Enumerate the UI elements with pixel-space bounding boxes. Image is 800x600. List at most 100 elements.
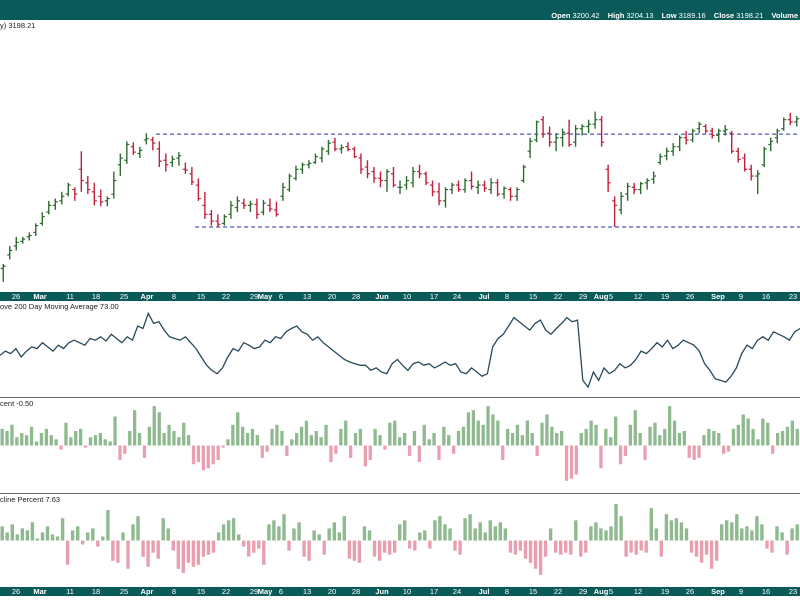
day-tick-label: 6 xyxy=(278,587,284,596)
ohlc-bar xyxy=(443,187,449,208)
advance-decline-bar xyxy=(322,540,326,555)
ohlc-bar xyxy=(742,153,748,172)
day-tick-label: 29 xyxy=(578,292,588,301)
day-tick-label: 23 xyxy=(788,292,798,301)
month-tick-label: Jun xyxy=(375,587,389,596)
percent-bar xyxy=(633,410,637,446)
ohlc-bar xyxy=(325,139,331,155)
price-panel-title: y) 3198.21 xyxy=(0,21,36,30)
ohlc-bar xyxy=(670,143,676,156)
day-tick-label: 15 xyxy=(528,587,538,596)
ohlc-bar xyxy=(319,146,325,163)
ohlc-bar xyxy=(189,167,195,186)
advance-decline-bar xyxy=(342,516,346,541)
advance-decline-bar xyxy=(704,540,709,555)
percent-bar xyxy=(564,445,569,481)
ohlc-bar xyxy=(482,180,488,192)
ohlc-bar xyxy=(417,164,423,179)
advance-decline-bar xyxy=(468,514,472,541)
percent-bar xyxy=(368,445,372,460)
day-tick-label: 20 xyxy=(327,292,337,301)
advance-decline-bar xyxy=(96,540,100,547)
advance-decline-bar xyxy=(242,540,246,547)
ohlc-bar xyxy=(20,236,26,244)
advance-decline-bar xyxy=(493,526,497,541)
ohlc-readout: Open 3200.42 High 3204.13 Low 3189.16 Close… xyxy=(551,11,800,20)
panel-divider xyxy=(0,493,800,494)
ohlc-bar xyxy=(46,200,52,215)
ohlc-bar xyxy=(683,130,689,145)
advance-decline-bar xyxy=(503,528,507,541)
percent-panel-title: cent -0.50 xyxy=(0,399,34,408)
month-tick-label: Sep xyxy=(711,587,725,596)
ohlc-bar xyxy=(78,151,84,192)
percent-bar xyxy=(638,433,642,446)
ohlc-bar xyxy=(774,128,780,144)
day-tick-label: 13 xyxy=(302,587,312,596)
day-tick-label: 20 xyxy=(327,587,337,596)
ohlc-bar xyxy=(104,196,110,207)
percent-bar xyxy=(486,406,490,446)
day-tick-label: 18 xyxy=(91,587,101,596)
ohlc-bar xyxy=(768,137,774,152)
advance-decline-bar xyxy=(352,540,357,561)
month-tick-label: Jun xyxy=(375,292,389,301)
advance-decline-bar xyxy=(750,530,754,541)
ohlc-bar xyxy=(475,180,481,195)
advance-decline-bar xyxy=(257,540,261,549)
advance-decline-bar xyxy=(684,528,689,541)
ohlc-bar xyxy=(364,160,370,179)
advance-decline-bar-chart[interactable] xyxy=(0,494,800,587)
advance-decline-bar xyxy=(720,524,724,541)
day-tick-label: 5 xyxy=(608,292,614,301)
advance-decline-bar xyxy=(191,540,196,567)
percent-bar xyxy=(545,414,549,446)
advance-decline-bar xyxy=(554,540,558,553)
ohlc-bar xyxy=(430,180,436,197)
ohlc-bar xyxy=(254,198,260,219)
advance-decline-bar xyxy=(548,528,553,541)
moving-average-chart[interactable] xyxy=(0,301,800,397)
percent-bar xyxy=(324,424,328,446)
percent-bar xyxy=(383,445,387,450)
percent-bar xyxy=(771,445,775,454)
ohlc-bar xyxy=(85,176,91,195)
percent-bar-chart[interactable] xyxy=(0,398,800,493)
advance-decline-bar xyxy=(297,522,301,541)
percent-bar xyxy=(403,433,407,446)
percent-bar xyxy=(614,416,618,446)
advance-decline-bar xyxy=(226,520,231,541)
advance-decline-bar xyxy=(206,540,211,555)
high-value: 3204.13 xyxy=(626,11,654,20)
ohlc-bar xyxy=(390,167,396,188)
ohlc-bar xyxy=(599,116,605,147)
day-tick-label: 8 xyxy=(171,292,177,301)
ohlc-bar xyxy=(397,180,403,195)
percent-bar xyxy=(599,445,603,469)
percent-bar xyxy=(378,435,382,446)
advance-decline-bar xyxy=(372,540,377,557)
advance-decline-bar xyxy=(654,528,658,541)
date-axis-bottom: 26 Mar 11 18 25 Apr 8 15 22 29 May 6 13 20 28 Jun 10 17 24… xyxy=(0,587,800,596)
ohlc-bar xyxy=(592,111,598,129)
ohlc-bar xyxy=(377,171,383,188)
price-chart[interactable] xyxy=(0,20,800,292)
advance-decline-bar xyxy=(186,540,191,563)
percent-bar xyxy=(417,445,421,463)
advance-decline-bar xyxy=(91,528,95,541)
ohlc-bar xyxy=(91,182,97,206)
percent-bar xyxy=(280,431,284,446)
percent-bar xyxy=(270,428,274,446)
percent-bar xyxy=(334,445,338,454)
advance-decline-bar xyxy=(619,516,623,541)
month-tick-label: Jul xyxy=(478,292,490,301)
ohlc-bar xyxy=(299,162,305,174)
ohlc-bar xyxy=(709,127,715,139)
ohlc-bar xyxy=(384,169,390,192)
day-tick-label: 24 xyxy=(452,587,462,596)
day-tick-label: 28 xyxy=(351,587,361,596)
percent-bar xyxy=(363,445,367,467)
percent-bar xyxy=(34,441,39,446)
ohlc-bar xyxy=(130,142,136,155)
advance-decline-bar xyxy=(216,532,221,541)
